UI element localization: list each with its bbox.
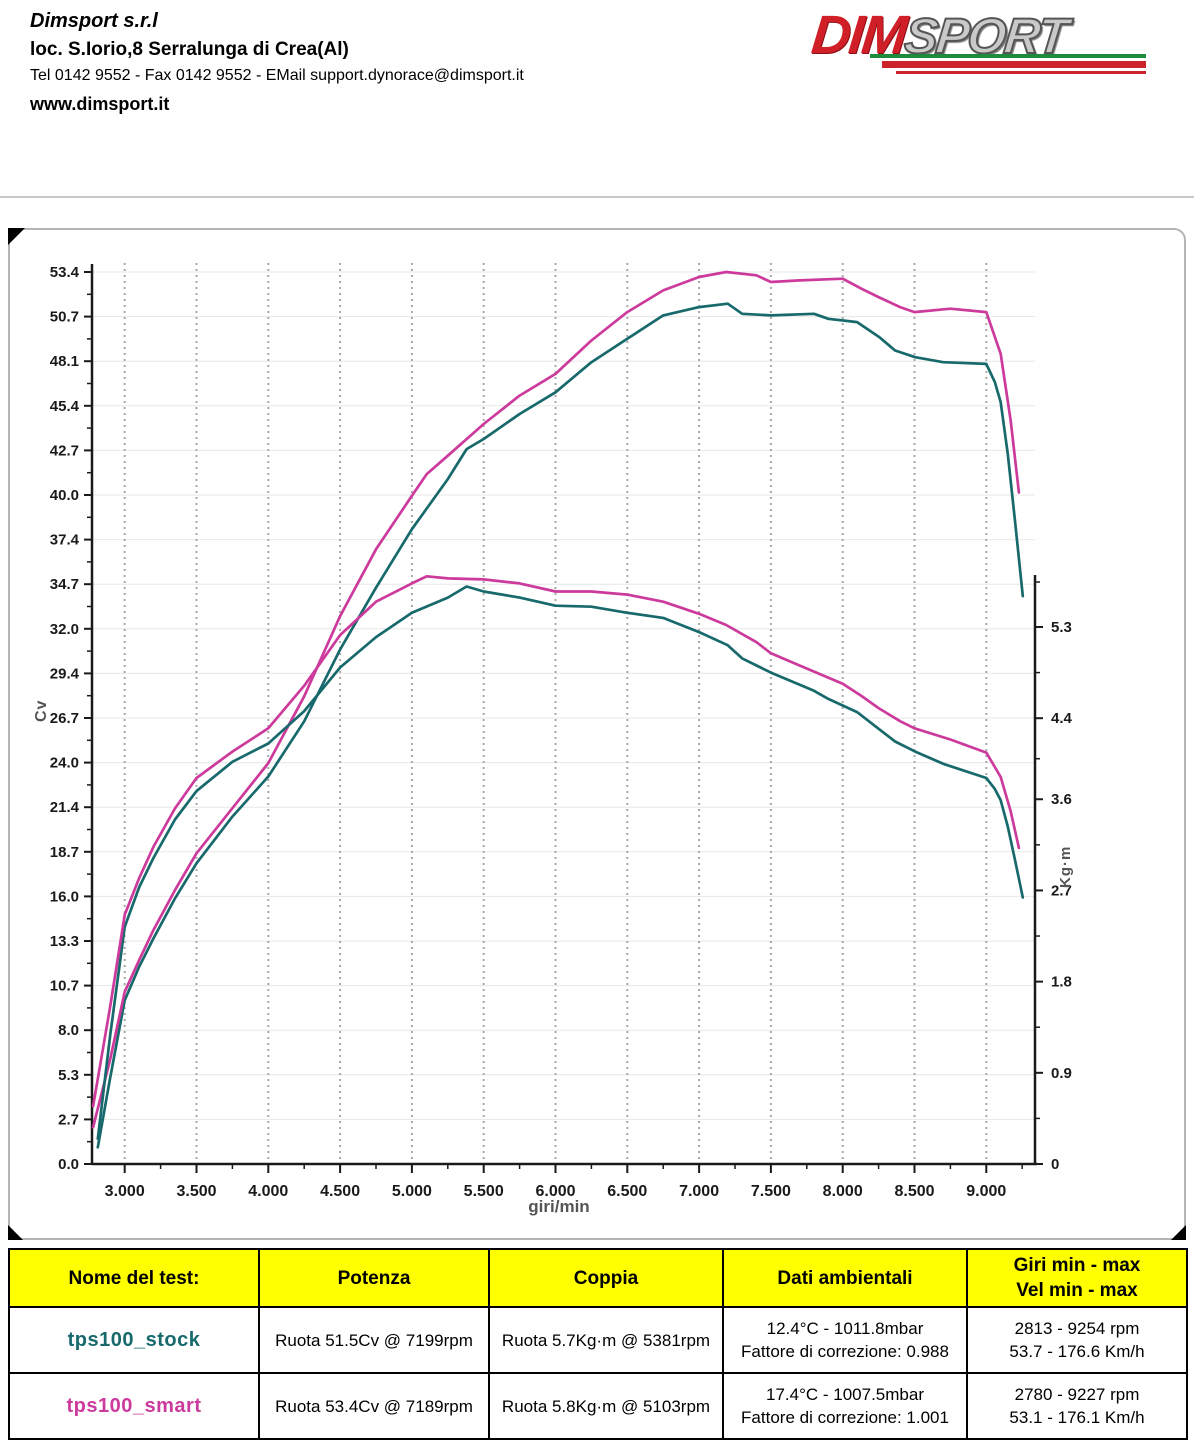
smart-range-cell: 2780 - 9227 rpm 53.1 - 176.1 Km/h [966, 1372, 1188, 1440]
y-left-tick-label: 0.0 [58, 1156, 79, 1173]
company-website: www.dimsport.it [30, 94, 170, 114]
dyno-chart: 0.0 2.7 5.3 8.0 10.7 13.3 16.0 18.7 21.4 24.0 26.7… [33, 263, 1074, 1216]
logo-red-stripe [882, 61, 1146, 68]
smart-ambient-cell: 17.4°C - 1007.5mbar Fattore di correzion… [722, 1372, 968, 1440]
panel-corner-handle-bottom-left[interactable] [8, 1225, 23, 1240]
header-coppia: Coppia [488, 1248, 724, 1308]
company-contact: Tel 0142 9552 - Fax 0142 9552 - EMail su… [30, 67, 524, 84]
table-header-row: Nome del test: Potenza Coppia Dati ambie… [8, 1248, 1188, 1308]
torque-stock-curve [96, 585, 1025, 1141]
company-header: Dimsport s.r.l loc. S.Iorio,8 Serralunga… [30, 10, 524, 115]
x-tick-label: 8.500 [894, 1183, 934, 1200]
smart-vel-range: 53.1 - 176.1 Km/h [1009, 1408, 1145, 1427]
company-name: Dimsport s.r.l [30, 10, 158, 32]
dimsport-logo: DIMSPORT [809, 4, 1152, 74]
x-tick-label: 6.000 [535, 1183, 575, 1200]
stock-coppia-value: Ruota 5.7Kg·m @ 5381rpm [488, 1306, 724, 1374]
smart-coppia-value: Ruota 5.8Kg·m @ 5103rpm [488, 1372, 724, 1440]
header-potenza: Potenza [258, 1248, 490, 1308]
smart-potenza-value: Ruota 53.4Cv @ 7189rpm [258, 1372, 490, 1440]
header-giri-min-max: Giri min - max [1013, 1255, 1141, 1276]
y-left-tick-label: 16.0 [50, 888, 79, 905]
y-left-tick-label: 32.0 [50, 621, 79, 638]
logo-red-stripe-thin [896, 71, 1146, 74]
table-row: tps100_stock Ruota 51.5Cv @ 7199rpm Ruot… [8, 1306, 1188, 1374]
y-left-tick-label: 40.0 [50, 487, 79, 504]
y-left-tick-label: 48.1 [50, 353, 79, 370]
smart-ambient-line2: Fattore di correzione: 1.001 [741, 1408, 949, 1427]
x-tick-label: 4.500 [320, 1183, 360, 1200]
x-tick-label: 5.500 [464, 1183, 504, 1200]
y-left-tick-label: 13.3 [50, 933, 79, 950]
y-left-tick-label: 5.3 [58, 1067, 79, 1084]
stock-vel-range: 53.7 - 176.6 Km/h [1009, 1342, 1145, 1361]
smart-giri-range: 2780 - 9227 rpm [1014, 1385, 1140, 1404]
y-left-tick-label: 53.4 [50, 264, 80, 281]
test-name-stock: tps100_stock [8, 1306, 260, 1374]
x-tick-label: 3.500 [176, 1183, 216, 1200]
x-tick-label: 5.000 [392, 1183, 432, 1200]
x-tick-label: 7.500 [751, 1183, 791, 1200]
y-left-tick-label: 10.7 [50, 978, 79, 995]
header-nome-del-test: Nome del test: [8, 1248, 260, 1308]
header-giri-vel-min-max: Giri min - max Vel min - max [966, 1248, 1188, 1308]
y-left-axis-title: Cv [33, 700, 50, 722]
x-axis-title: giri/min [528, 1197, 589, 1216]
header-divider [0, 196, 1194, 198]
y-left-tick-label: 26.7 [50, 710, 79, 727]
y-right-tick-label: 0.9 [1051, 1065, 1072, 1082]
x-tick-label: 6.500 [607, 1183, 647, 1200]
test-results-table: Nome del test: Potenza Coppia Dati ambie… [8, 1248, 1188, 1440]
stock-giri-range: 2813 - 9254 rpm [1014, 1319, 1140, 1338]
x-tick-label: 3.000 [105, 1183, 145, 1200]
y-left-tick-label: 24.0 [50, 755, 79, 772]
y-right-tick-label: 2.7 [1051, 882, 1072, 899]
y-left-tick-label: 2.7 [58, 1111, 79, 1128]
x-tick-label: 7.000 [679, 1183, 719, 1200]
y-left-tick-label: 42.7 [50, 442, 79, 459]
y-right-tick-label: 3.6 [1051, 791, 1072, 808]
company-address: loc. S.Iorio,8 Serralunga di Crea(Al) [30, 39, 349, 60]
y-right-tick-label: 4.4 [1051, 710, 1073, 727]
y-right-tick-label: 1.8 [1051, 974, 1072, 991]
torque-smart-curve [91, 574, 1021, 1108]
y-left-tick-label: 34.7 [50, 576, 79, 593]
dyno-chart-panel: 0.0 2.7 5.3 8.0 10.7 13.3 16.0 18.7 21.4 24.0 26.7… [8, 228, 1186, 1240]
test-name-smart: tps100_smart [8, 1372, 260, 1440]
power-stock-curve [96, 302, 1025, 1149]
y-left-tick-label: 21.4 [50, 799, 80, 816]
smart-ambient-line1: 17.4°C - 1007.5mbar [766, 1385, 924, 1404]
y-left-tick-label: 50.7 [50, 309, 79, 326]
power-smart-curve [91, 270, 1021, 1129]
header-vel-min-max: Vel min - max [1016, 1280, 1138, 1301]
table-row: tps100_smart Ruota 53.4Cv @ 7189rpm Ruot… [8, 1372, 1188, 1440]
x-tick-label: 8.000 [823, 1183, 863, 1200]
panel-corner-handle-top-left[interactable] [8, 228, 25, 245]
y-right-tick-label: 5.3 [1051, 619, 1072, 636]
stock-potenza-value: Ruota 51.5Cv @ 7199rpm [258, 1306, 490, 1374]
y-left-tick-label: 29.4 [50, 665, 80, 682]
stock-ambient-cell: 12.4°C - 1011.8mbar Fattore di correzion… [722, 1306, 968, 1374]
y-left-tick-label: 18.7 [50, 844, 79, 861]
y-left-tick-label: 37.4 [50, 532, 80, 549]
logo-green-stripe [870, 54, 1146, 58]
stock-range-cell: 2813 - 9254 rpm 53.7 - 176.6 Km/h [966, 1306, 1188, 1374]
y-right-tick-label: 0 [1051, 1156, 1059, 1173]
stock-ambient-line2: Fattore di correzione: 0.988 [741, 1342, 949, 1361]
stock-ambient-line1: 12.4°C - 1011.8mbar [766, 1319, 924, 1338]
panel-corner-handle-bottom-right[interactable] [1171, 1225, 1186, 1240]
y-left-tick-label: 8.0 [58, 1022, 79, 1039]
x-tick-label: 4.000 [248, 1183, 288, 1200]
y-right-axis-title: Kg·m [1057, 846, 1074, 888]
header-dati-ambientali: Dati ambientali [722, 1248, 968, 1308]
y-left-tick-label: 45.4 [50, 398, 80, 415]
x-tick-label: 9.000 [966, 1183, 1006, 1200]
